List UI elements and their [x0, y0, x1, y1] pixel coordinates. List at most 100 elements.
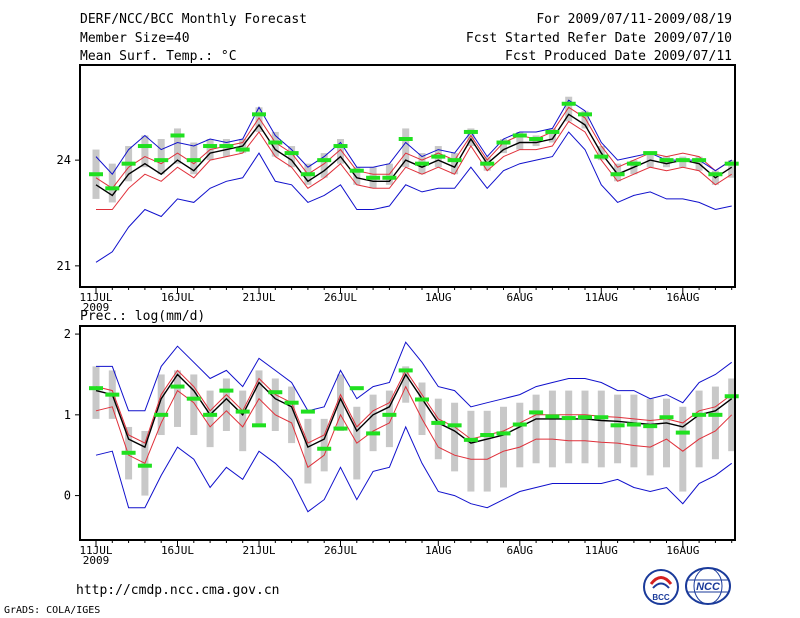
x-tick-label: 11AUG [585, 544, 618, 557]
panel-precipitation: 0 1 2 11JUL 16JUL 21JUL 26JUL 1AUG 6AUG 11AUG 16AU… [64, 309, 739, 567]
observation-marker [692, 412, 707, 417]
x-tick-label: 6AUG [507, 544, 534, 557]
forecast-period: For 2009/07/11-2009/08/19 [536, 12, 732, 27]
chart-title: DERF/NCC/BCC Monthly Forecast [80, 12, 307, 27]
observation-marker [366, 431, 381, 436]
observation-marker [398, 137, 413, 141]
member-spread-box [385, 390, 393, 448]
member-spread-box [630, 394, 638, 468]
plot-frame [79, 64, 736, 288]
member-spread-box [288, 386, 296, 444]
member-spread-box [320, 153, 328, 178]
series-line-ensemble-mean [95, 113, 733, 197]
observation-marker [626, 422, 641, 427]
observation-marker [219, 144, 234, 149]
observation-marker [431, 154, 446, 159]
observation-marker [268, 390, 283, 395]
year-label: 2009 [83, 301, 110, 314]
series-line-envelope-upper [95, 99, 732, 176]
member-spread-box [500, 139, 507, 154]
observation-marker [186, 158, 201, 163]
x-tick-label: 16JUL [161, 544, 194, 557]
observation-marker [89, 386, 103, 391]
observation-marker [284, 400, 299, 405]
observation-marker [333, 144, 348, 149]
ncc-logo-text: NCC [696, 581, 721, 593]
member-spread-box [663, 398, 670, 468]
observation-marker [137, 144, 152, 149]
x-tick-label: 1AUG [425, 544, 452, 557]
x-tick-label: 11JUL [79, 291, 112, 304]
source-url[interactable]: http://cmdp.ncc.cma.gov.cn [76, 583, 280, 598]
observation-marker [643, 151, 658, 156]
member-spread-box [597, 390, 605, 468]
observation-marker [398, 368, 413, 373]
x-tick-label: 6AUG [507, 291, 534, 304]
member-spread-box [679, 406, 687, 492]
y-tick-label: 2 [64, 327, 71, 341]
observation-marker [659, 415, 674, 420]
observation-marker [268, 140, 283, 145]
member-spread-box [483, 410, 491, 492]
member-spread-box [369, 394, 377, 452]
member-spread-box [581, 390, 589, 464]
observation-marker [252, 112, 266, 117]
member-spread-box [500, 406, 507, 488]
member-spread-box [565, 96, 573, 122]
member-spread-box [565, 390, 573, 464]
observation-marker [692, 158, 707, 163]
member-spread-box [141, 135, 149, 168]
observation-marker [235, 147, 250, 152]
member-spread-box [255, 107, 263, 132]
observation-marker [724, 161, 739, 166]
observation-marker [496, 431, 511, 436]
observation-marker [121, 161, 136, 166]
observation-marker [675, 158, 690, 163]
observation-marker [594, 154, 609, 159]
observation-marker [154, 158, 169, 163]
observation-marker [154, 412, 169, 417]
x-tick-label: 16JUL [161, 291, 194, 304]
observation-marker [121, 450, 136, 455]
observation-marker [610, 423, 625, 428]
member-spread-box [548, 390, 556, 468]
observation-marker [561, 416, 576, 421]
member-spread-box [157, 139, 165, 175]
member-spread-box [711, 386, 719, 460]
member-spread-box [548, 128, 556, 143]
member-spread-box [190, 374, 198, 436]
member-spread-box [467, 128, 475, 147]
observation-marker [300, 409, 315, 414]
bcc-logo-icon: BCC [643, 569, 679, 605]
observation-marker [463, 129, 478, 134]
observation-marker [252, 423, 266, 428]
member-spread-box [353, 167, 361, 185]
observation-marker [317, 158, 332, 163]
observation-marker [675, 430, 690, 435]
member-spread-box [402, 128, 410, 168]
member-spread-box [304, 418, 312, 484]
observation-marker [529, 410, 544, 415]
observation-marker [431, 420, 446, 425]
observation-marker [349, 386, 364, 391]
member-spread-box [728, 160, 736, 178]
forecast-started-date: Fcst Started Refer Date 2009/07/10 [465, 31, 732, 46]
observation-marker [480, 433, 495, 438]
observation-marker [578, 112, 592, 117]
member-spread-box [337, 374, 344, 431]
observation-marker [545, 129, 560, 134]
observation-marker [333, 426, 348, 431]
x-tick-label: 21JUL [242, 291, 275, 304]
member-spread-box [646, 398, 654, 476]
observation-marker [300, 172, 315, 177]
observation-marker [235, 409, 250, 414]
observation-marker [708, 412, 723, 417]
ncc-logo-icon: NCC [685, 567, 731, 605]
series-line-spread-upper [95, 106, 732, 189]
observation-marker [382, 412, 397, 417]
observation-marker [659, 158, 674, 163]
observation-marker [170, 133, 185, 138]
observation-marker [317, 446, 332, 451]
member-spread-box [418, 382, 426, 436]
member-spread-box [222, 378, 230, 431]
